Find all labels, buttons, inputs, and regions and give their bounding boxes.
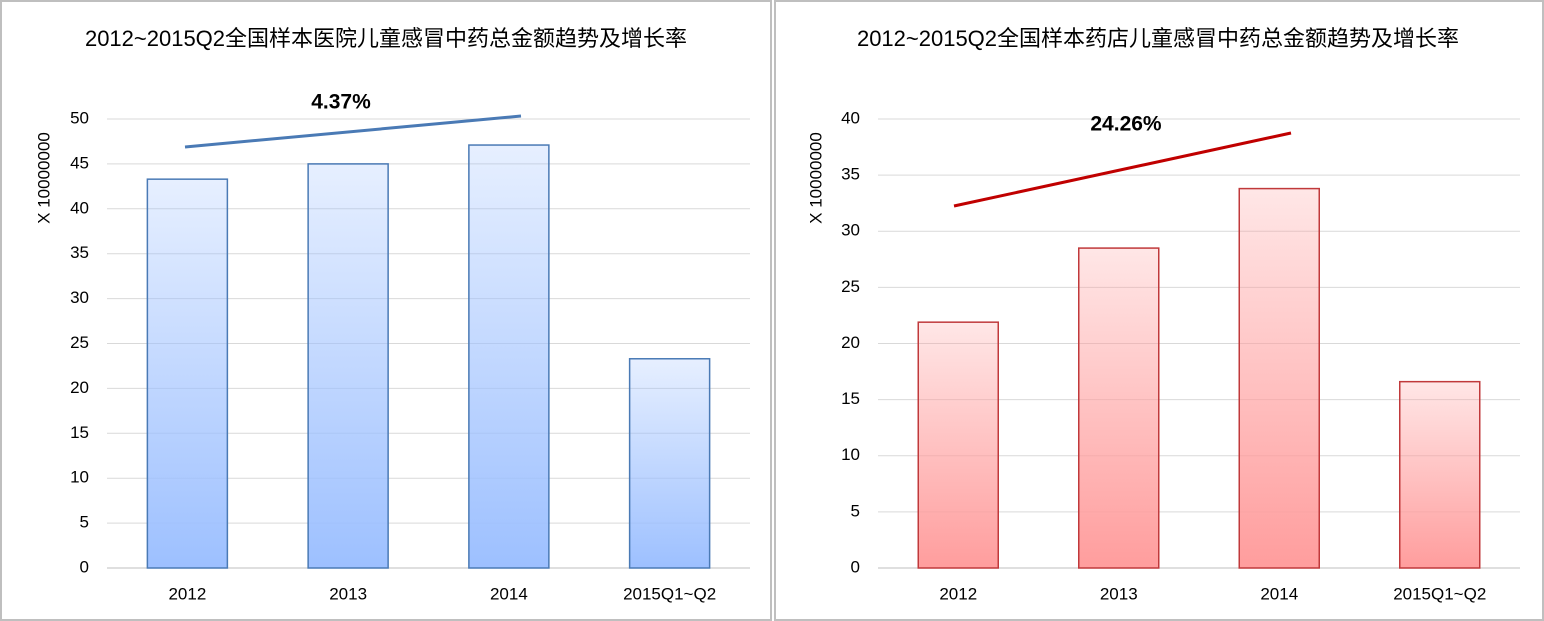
y-tick-label: 30 (841, 221, 860, 240)
panel-frame (774, 0, 1544, 621)
bar (1078, 247, 1160, 569)
y-tick-label: 15 (841, 389, 860, 408)
y-tick-label: 35 (70, 243, 89, 262)
x-tick-label: 2014 (1260, 584, 1298, 603)
y-tick-label: 25 (841, 277, 860, 296)
bar (917, 321, 999, 569)
y-tick-label: 50 (70, 108, 89, 127)
x-tick-label: 2012 (168, 584, 206, 603)
x-tick-label: 2013 (329, 584, 367, 603)
y-tick-label: 40 (70, 198, 89, 217)
annotation: 4.37% (311, 91, 371, 114)
trend-line (953, 131, 1292, 208)
y-tick-label: 25 (70, 333, 89, 352)
y-tick-label: 0 (851, 557, 860, 576)
y-tick-label: 5 (80, 513, 89, 532)
y-tick-label: 20 (70, 378, 89, 397)
x-tick-label: 2014 (490, 584, 528, 603)
trend-line (184, 114, 522, 149)
y-tick-label: 15 (70, 423, 89, 442)
y-axis-label: X 10000000 (34, 132, 53, 224)
bar (628, 358, 711, 569)
y-tick-label: 10 (841, 445, 860, 464)
y-tick-label: 30 (70, 288, 89, 307)
x-tick-label: 2015Q1~Q2 (623, 584, 716, 603)
bar (307, 163, 389, 569)
chart-title: 2012~2015Q2全国样本医院儿童感冒中药总金额趋势及增长率 (84, 26, 688, 51)
x-tick-label: 2015Q1~Q2 (1393, 584, 1486, 603)
bar (1399, 380, 1481, 569)
bar (1238, 187, 1320, 569)
y-tick-label: 0 (80, 557, 89, 576)
x-tick-label: 2012 (939, 584, 977, 603)
bar (146, 178, 229, 569)
y-axis-label: X 10000000 (806, 132, 825, 224)
x-tick-label: 2013 (1100, 584, 1138, 603)
annotation: 24.26% (1090, 113, 1162, 136)
y-tick-label: 5 (851, 501, 860, 520)
y-tick-label: 35 (841, 165, 860, 184)
chart-title: 2012~2015Q2全国样本药店儿童感冒中药总金额趋势及增长率 (856, 26, 1460, 51)
y-tick-label: 10 (70, 468, 89, 487)
bar (468, 144, 550, 569)
y-tick-label: 40 (841, 108, 860, 127)
panel-frame (0, 0, 772, 621)
y-tick-label: 45 (70, 153, 89, 172)
y-tick-label: 20 (841, 333, 860, 352)
